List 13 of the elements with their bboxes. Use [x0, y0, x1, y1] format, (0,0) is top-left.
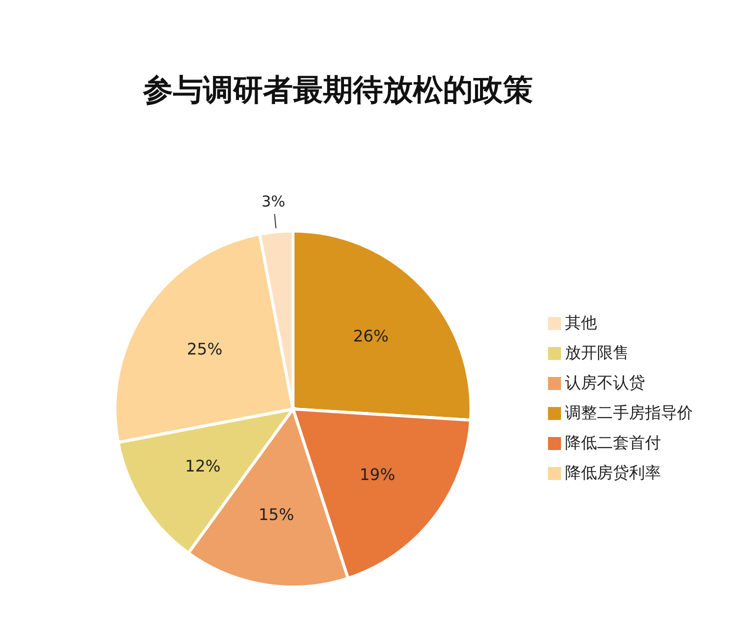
- data-label: 25%: [186, 339, 222, 358]
- legend-label: 降低房贷利率: [565, 463, 661, 482]
- data-label: 3%: [262, 192, 286, 211]
- legend-label: 放开限售: [565, 343, 629, 362]
- chart-title: 参与调研者最期待放松的政策: [142, 72, 534, 110]
- legend-label: 认房不认贷: [565, 373, 645, 392]
- data-label: 26%: [353, 326, 389, 346]
- data-label: 19%: [360, 464, 396, 484]
- legend-label: 调整二手房指导价: [565, 403, 693, 422]
- data-label: 12%: [185, 456, 221, 476]
- legend-label: 降低二套首付: [565, 433, 661, 452]
- data-label: 15%: [258, 504, 294, 524]
- legend-label: 其他: [565, 313, 597, 332]
